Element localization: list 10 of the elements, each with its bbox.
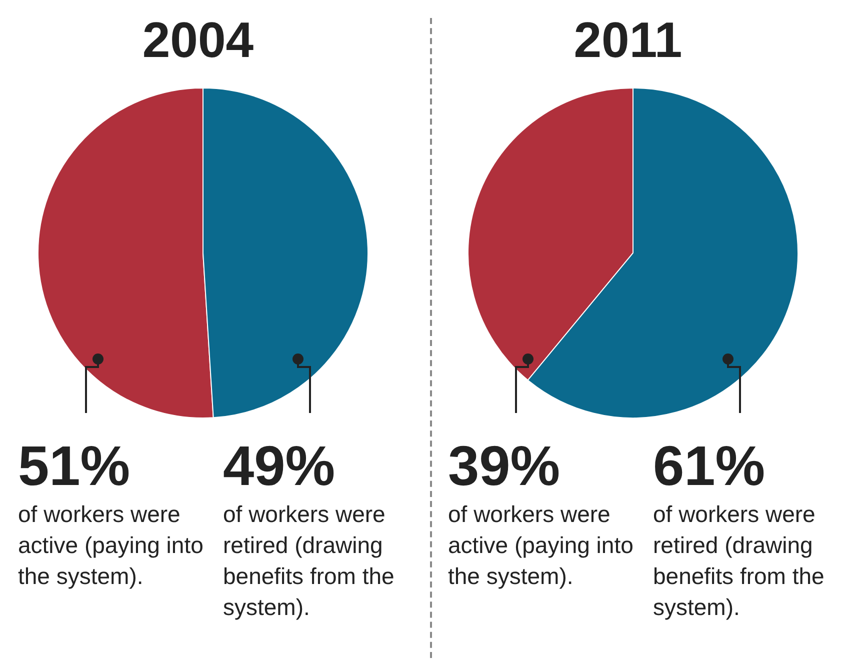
chart-title: 2011 [572, 11, 684, 70]
chart-title: 2004 [141, 11, 255, 70]
slice-label: of workers were retired (drawing benefits from the system). [653, 500, 826, 622]
slice-label: of workers were active (paying into the system). [448, 500, 634, 591]
data-label: 39% [448, 433, 562, 499]
slice-label: of workers were retired (drawing benefits from the system). [223, 500, 396, 622]
data-label: 49% [223, 433, 336, 499]
data-label: 61% [653, 433, 766, 499]
data-label: 51% [18, 433, 132, 499]
slice-label: of workers were active (paying into the system). [18, 500, 204, 591]
